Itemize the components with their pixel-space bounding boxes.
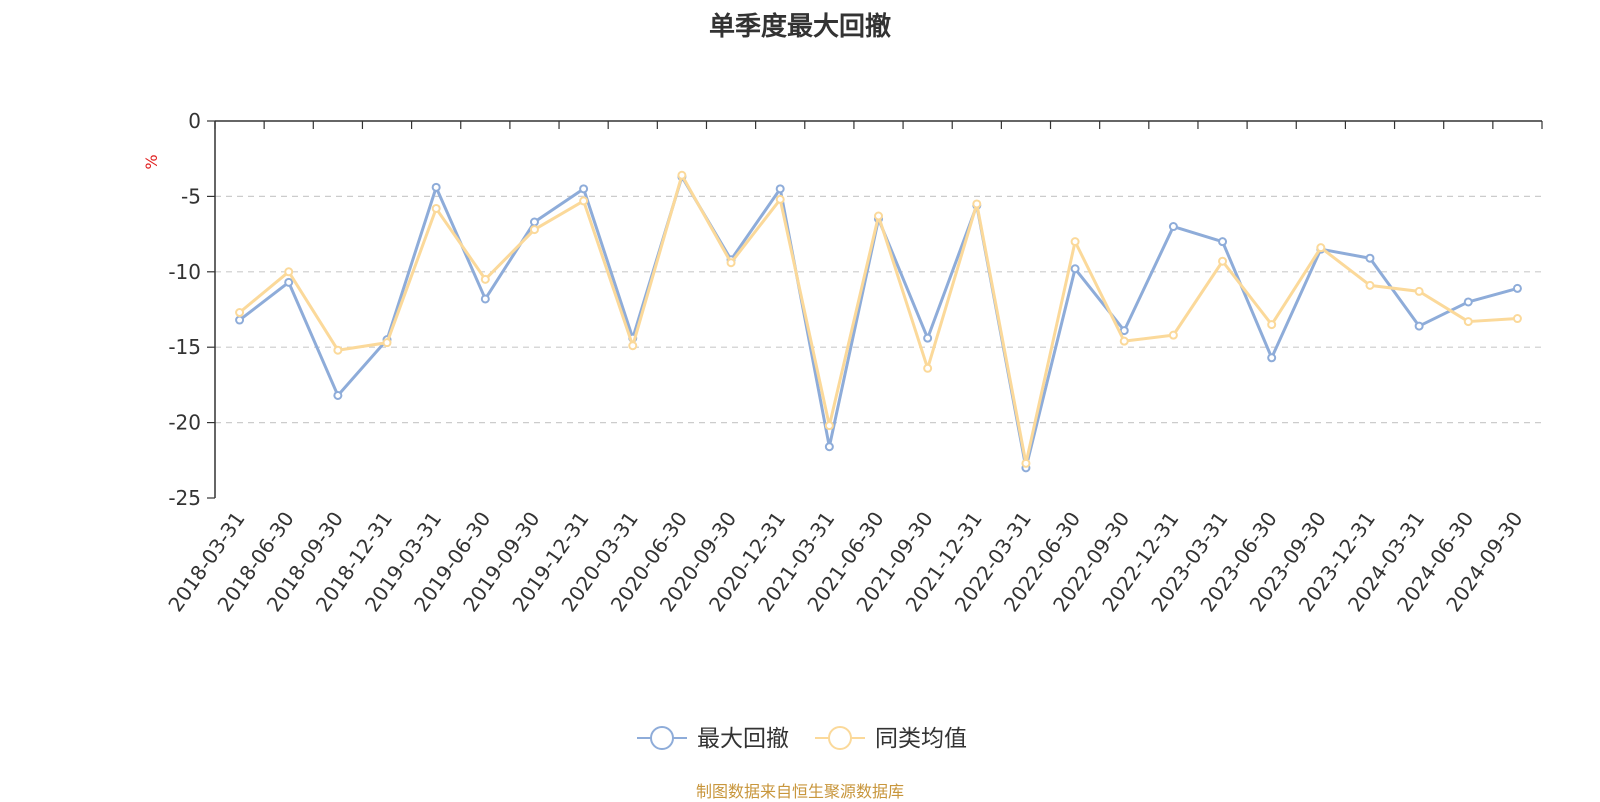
series-2-point [480,274,490,284]
series-1-point [1168,222,1178,232]
series-2-point [579,196,589,206]
series-1-point [1512,283,1522,293]
series-2-point [1365,280,1375,290]
series-2-point [874,211,883,221]
y-tick-label: -10 [168,260,201,284]
series-2-point [923,363,933,373]
legend-label-2: 同类均值 [875,726,967,752]
source-note: 制图数据来自恒生聚源数据库 [695,782,904,801]
series-1-point [579,184,589,194]
series-2-point [1512,314,1522,324]
series-2-point [382,338,392,348]
series-2-point [1267,320,1277,330]
y-axis-label: % [142,154,161,169]
series-2-point [529,225,539,235]
series-2-point [726,258,736,268]
series-1-point [235,315,245,325]
series-1-point [480,294,490,304]
series-1-point [1218,237,1228,247]
series-1-point [1119,326,1129,336]
series-2-point [431,203,441,213]
y-tick-label: -15 [168,335,201,359]
series-2-point [1168,330,1178,340]
series-2-point [1119,336,1129,346]
y-tick-label: -20 [168,411,201,435]
series-1-point [431,182,441,192]
series-1-point [1463,297,1473,307]
y-tick-label: -25 [168,486,201,510]
series-2-point [1414,286,1424,296]
series-2-point [1021,458,1031,468]
series-2-point [824,421,834,431]
legend-marker-1 [650,726,674,750]
series-1-point [1070,264,1080,274]
legend-marker-2 [828,726,852,750]
chart-plot: 0-5-10-15-20-25%2018-03-312018-06-302018… [142,109,1543,752]
y-tick-label: -5 [181,184,201,208]
series-1-point [824,442,834,452]
series-2-point [1316,243,1326,253]
series-2-point [775,194,785,204]
series-2-point [333,345,343,355]
series-1-point [333,390,343,400]
series-1-point [775,184,785,194]
series-2-point [628,341,638,351]
series-1-point [1414,321,1424,331]
series-1-point [923,333,933,343]
y-tick-label: 0 [188,109,201,133]
series-2-point [1218,256,1228,266]
series-2-point [235,308,245,318]
series-2-point [1463,317,1473,327]
series-2-point [972,199,982,209]
series-2-point [284,267,294,277]
chart-title: 单季度最大回撤 [708,12,891,42]
series-2-point [677,170,687,180]
series-1-point [1267,353,1277,363]
series-1-point [529,217,539,227]
series-1-point [1365,253,1375,263]
series-1-point [284,277,294,287]
series-2-point [1070,237,1080,247]
legend-label-1: 最大回撤 [697,726,789,752]
